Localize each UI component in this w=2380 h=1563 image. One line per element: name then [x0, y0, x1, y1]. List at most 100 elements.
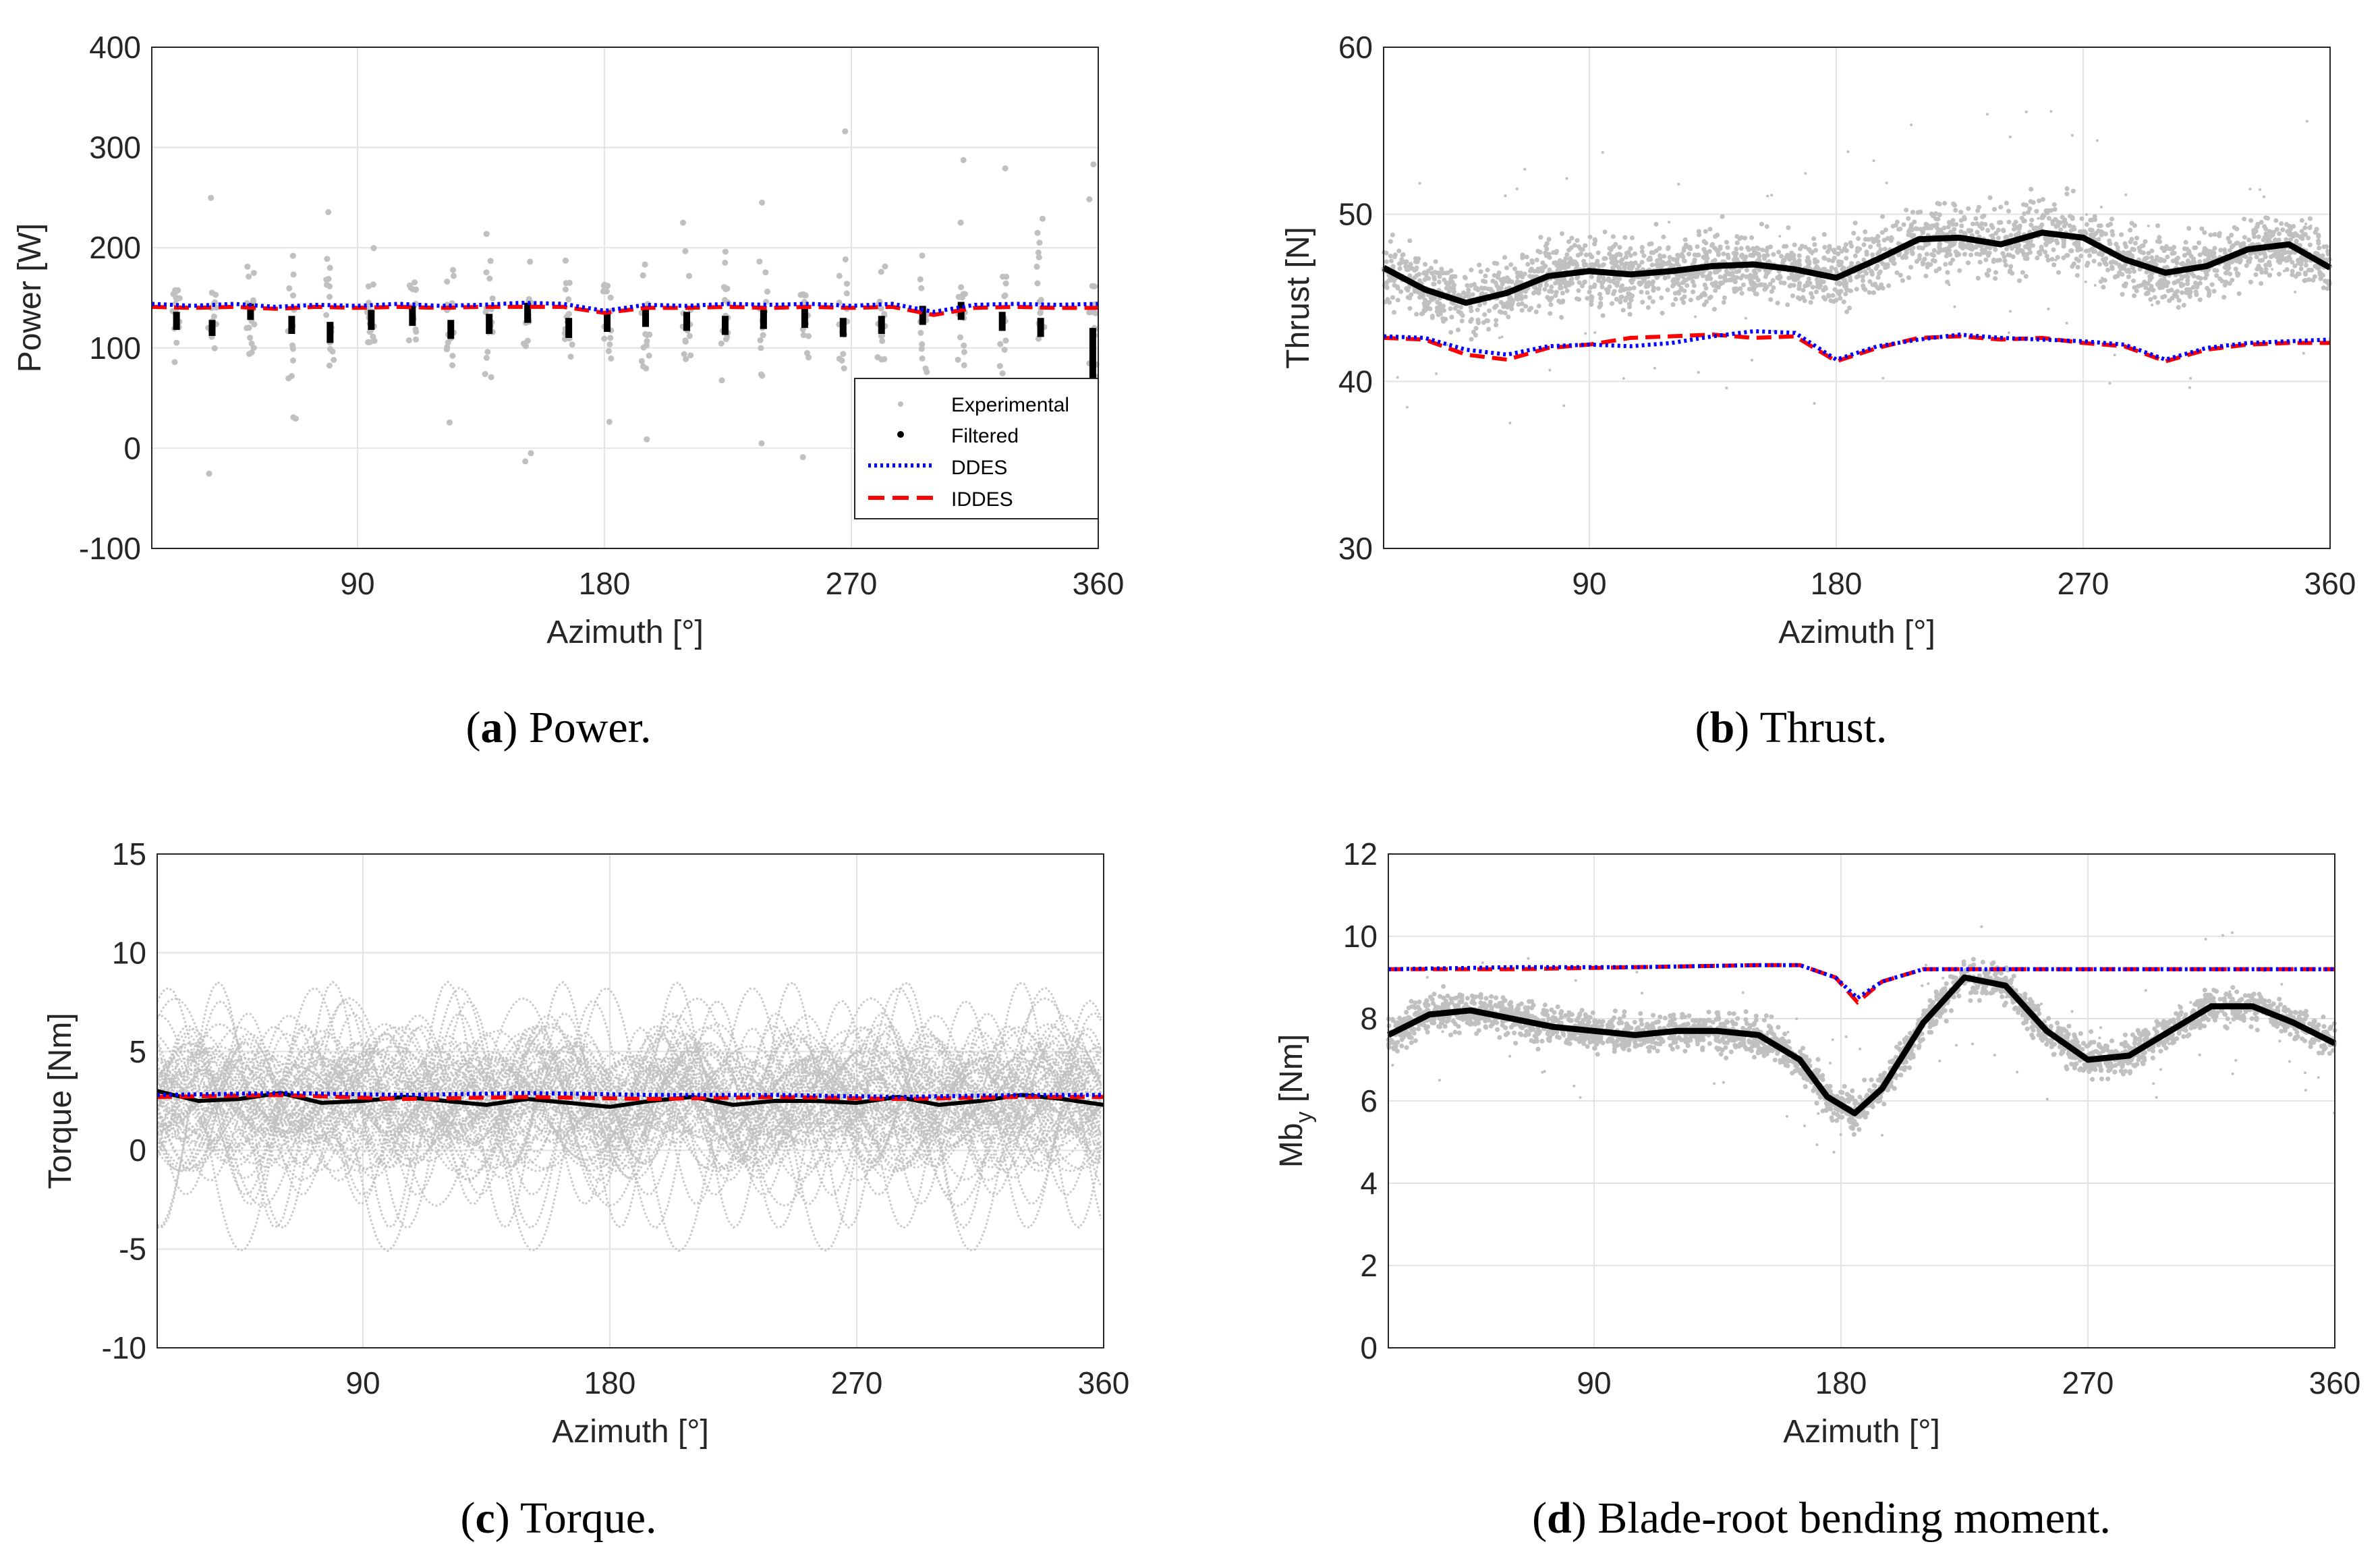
y-tick-label: -5	[119, 1232, 146, 1267]
experimental-outliers-b	[1396, 110, 2313, 424]
experimental-trace	[157, 1099, 1101, 1133]
filtered-series-a	[173, 302, 1096, 378]
x-tick-label: 360	[1073, 566, 1125, 601]
experimental-trace	[156, 1066, 1102, 1141]
experimental-trace	[156, 1038, 1102, 1172]
y-tick-label: 0	[123, 430, 141, 465]
y-tick-label: -10	[102, 1330, 146, 1365]
legend-label-ddes: DDES	[951, 457, 1007, 479]
legend: Experimental Filtered DDES IDDES	[854, 378, 1099, 519]
simulation-series-d	[1388, 963, 2335, 1005]
y-axis-label-a: Power [W]	[12, 223, 48, 372]
legend-label-filtered: Filtered	[951, 425, 1019, 447]
y-tick-label: 0	[129, 1133, 146, 1168]
simulation-series-a	[151, 300, 1099, 317]
y-axis-label-b: Thrust [N]	[1280, 227, 1316, 369]
panel-c: 90 180 270 360 -10 -5 0 5 10 15 Azimuth [°] Torqu…	[42, 836, 1129, 1543]
y-tick-label: 30	[1338, 531, 1373, 566]
experimental-trace	[156, 1041, 1102, 1134]
legend-label-experimental: Experimental	[951, 394, 1069, 416]
y-tick-label: 50	[1338, 197, 1373, 232]
experimental-trace	[156, 1058, 1102, 1172]
y-tick-label: 400	[89, 30, 141, 65]
ddes-line-c	[157, 1091, 1104, 1100]
experimental-trace	[157, 1085, 1102, 1134]
caption-text-a: Power.	[517, 703, 651, 752]
experimental-trace	[157, 1077, 1102, 1146]
y-tick-label: 60	[1338, 30, 1373, 65]
y-tick-label: 100	[89, 331, 141, 366]
caption-b: (b) Thrust.	[1695, 703, 1888, 752]
x-tick-label: 90	[345, 1365, 380, 1400]
y-tick-label: 12	[1343, 836, 1378, 872]
y-tick-label: 5	[129, 1034, 146, 1069]
caption-letter-c: c	[475, 1494, 494, 1543]
y-tick-label: 8	[1360, 1001, 1378, 1036]
y-axis-label-d: Mby [Nm]	[1274, 1034, 1317, 1168]
x-axis-label-d: Azimuth [°]	[1783, 1414, 1940, 1450]
x-tick-label: 270	[2062, 1365, 2114, 1400]
experimental-trace	[156, 1032, 1102, 1141]
experimental-trace	[157, 1076, 1102, 1134]
experimental-trace	[157, 1065, 1102, 1116]
filtered-line-b	[1382, 229, 2332, 306]
y-axis-label-main-d: Mb	[1274, 1122, 1309, 1168]
y-tick-label: 200	[89, 230, 141, 265]
y-tick-label: 4	[1360, 1166, 1378, 1201]
experimental-trace	[156, 1031, 1102, 1154]
y-tick-label: 300	[89, 130, 141, 165]
y-tick-label: 2	[1360, 1248, 1378, 1283]
x-tick-label: 90	[1577, 1365, 1611, 1400]
caption-d: (d) Blade-root bending moment.	[1532, 1494, 2111, 1543]
y-axis-label-c: Torque [Nm]	[42, 1013, 78, 1189]
plot-frame-c	[157, 853, 1104, 1348]
experimental-trace	[157, 1056, 1102, 1115]
experimental-series-d	[1386, 925, 2338, 1154]
experimental-band-b	[1381, 186, 2332, 342]
y-tick-label: 40	[1338, 364, 1373, 399]
x-tick-label: 270	[831, 1365, 883, 1400]
ddes-line-d	[1388, 963, 2335, 1001]
tick-labels-c: 90 180 270 360 -10 -5 0 5 10 15	[102, 836, 1130, 1400]
tick-labels-d: 90 180 270 360 0 2 4 6 8 10 12	[1343, 836, 2361, 1400]
y-tick-label: 15	[112, 836, 146, 872]
y-axis-label-sub-d: y	[1291, 1111, 1317, 1122]
caption-text-d: Blade-root bending moment.	[1587, 1494, 2111, 1543]
x-tick-label: 360	[2309, 1365, 2361, 1400]
plot-frame-b	[1383, 47, 2331, 549]
x-tick-label: 90	[1572, 566, 1606, 601]
experimental-trace	[157, 1026, 1102, 1145]
ddes-line-b	[1383, 329, 2331, 362]
legend-label-iddes: IDDES	[951, 488, 1013, 511]
experimental-trace	[156, 1047, 1102, 1124]
panel-d: 90 180 270 360 0 2 4 6 8 10 12 Azimuth [°] Mby [Nm…	[1274, 836, 2360, 1543]
experimental-trace	[156, 1034, 1102, 1169]
iddes-line-b	[1383, 332, 2330, 364]
iddes-line-c	[157, 1093, 1104, 1102]
legend-marker-experimental	[898, 401, 903, 407]
experimental-trace	[157, 1060, 1102, 1120]
y-axis-label-unit-d: [Nm]	[1274, 1034, 1309, 1112]
experimental-trace	[156, 1064, 1102, 1170]
x-tick-label: 360	[1078, 1365, 1130, 1400]
panel-a: 90 180 270 360 -100 0 100 200 300 400 Azimuth [°]…	[12, 30, 1124, 752]
plot-frame-d	[1388, 853, 2335, 1348]
experimental-trace	[156, 986, 1102, 1253]
panel-b: 90 180 270 360 30 40 50 60 Azimuth [°] Thrust […	[1280, 30, 2356, 752]
simulation-series-b	[1383, 329, 2331, 364]
ddes-line-a	[151, 300, 1099, 314]
y-tick-label: 0	[1360, 1330, 1378, 1365]
simulation-series-c	[157, 1091, 1104, 1102]
filtered-series-c	[157, 1089, 1104, 1109]
y-tick-label: -100	[79, 531, 141, 566]
x-axis-label-a: Azimuth [°]	[546, 615, 704, 650]
legend-marker-filtered	[897, 431, 904, 438]
x-tick-label: 270	[2058, 566, 2109, 601]
y-tick-label: 10	[1343, 919, 1378, 954]
x-axis-label-b: Azimuth [°]	[1778, 615, 1935, 650]
experimental-trace	[157, 1065, 1102, 1127]
experimental-trace	[157, 1014, 1102, 1163]
x-tick-label: 180	[584, 1365, 636, 1400]
x-tick-label: 180	[1811, 566, 1863, 601]
